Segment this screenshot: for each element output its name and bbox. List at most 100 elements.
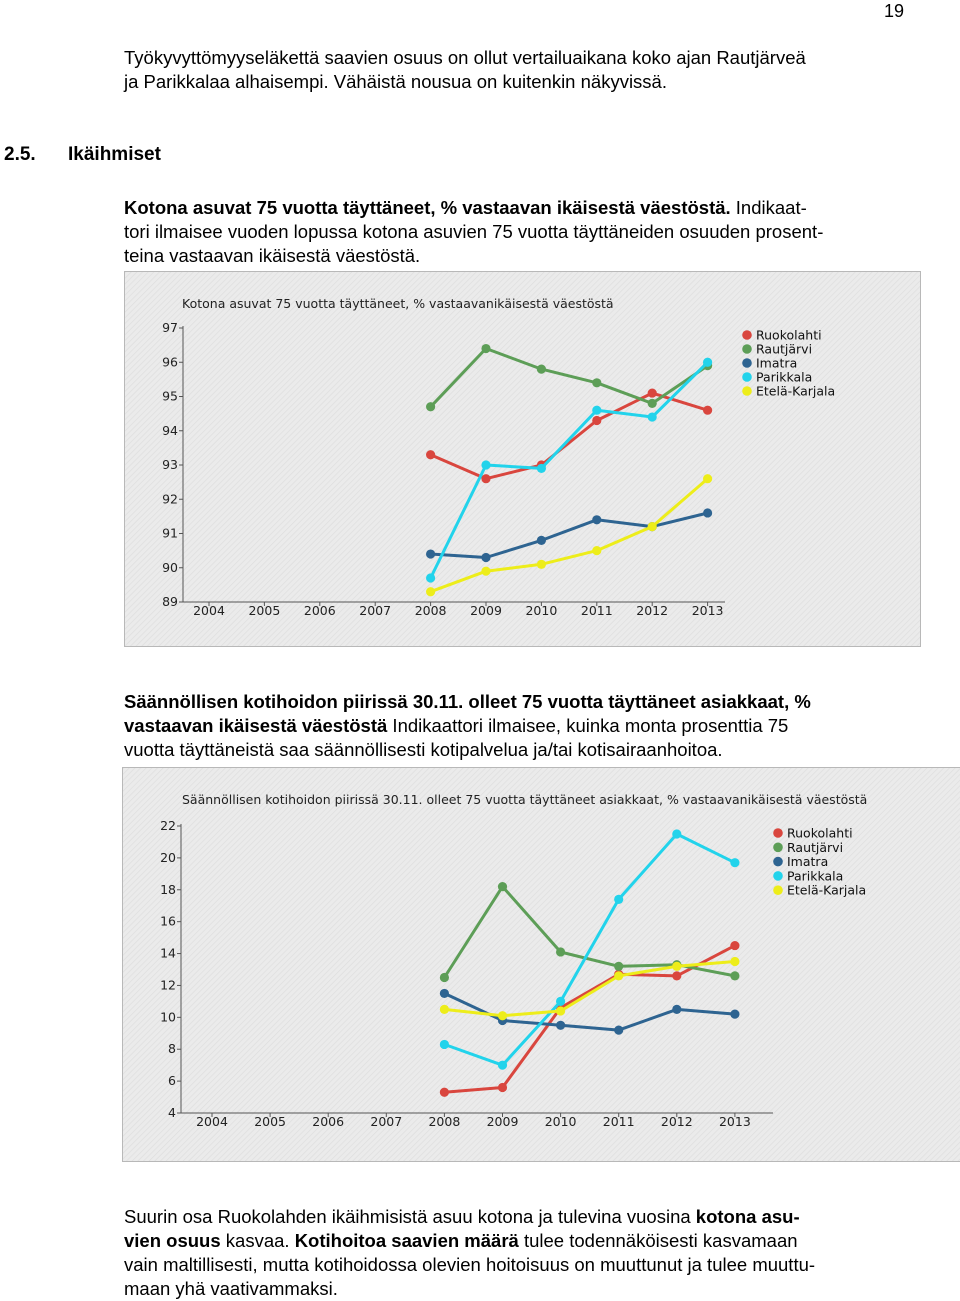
chart2-y-tick-label: 12 xyxy=(160,977,176,992)
chart2-series-point-2 xyxy=(614,1025,624,1035)
chart1-series-point-0 xyxy=(703,405,713,415)
chart1-background xyxy=(125,272,920,646)
chart1-series-point-0 xyxy=(481,474,491,484)
chart2-series-point-2 xyxy=(672,1004,682,1014)
chart-home-living: Kotona asuvat 75 vuotta täyttäneet, % va… xyxy=(124,271,921,647)
chart1-y-tick-label: 95 xyxy=(162,389,178,404)
chart2-y-tick-label: 14 xyxy=(160,946,176,961)
chart2-legend-label-1: Rautjärvi xyxy=(787,840,843,855)
chart2-series-point-0 xyxy=(672,971,682,981)
chart1-series-point-0 xyxy=(426,450,436,460)
chart2-series-line-4 xyxy=(444,960,736,1018)
chart1-y-tick-label: 93 xyxy=(162,457,178,472)
chart2-legend-marker-1 xyxy=(773,842,783,853)
chart2-y-tick-label: 22 xyxy=(160,818,176,833)
chart2-x-tick-label: 2011 xyxy=(603,1114,635,1129)
chart1-series-line-1 xyxy=(429,347,709,408)
chart1-series-point-4 xyxy=(703,474,713,484)
chart2-series-point-4 xyxy=(730,956,740,967)
chart1-y-tick-label: 92 xyxy=(162,491,178,506)
chart1-y-tick-label: 90 xyxy=(162,560,178,575)
chart2-legend-marker-0 xyxy=(773,828,783,838)
chart2-x-tick-label: 2008 xyxy=(428,1114,460,1129)
final-l2-c: Kotihoitoa saavien määrä xyxy=(294,1230,519,1251)
chart1-legend-label-2: Imatra xyxy=(756,356,797,371)
final-l1-b: kotona asu- xyxy=(695,1206,800,1227)
chart2-series-line-0 xyxy=(444,944,736,1094)
chart2-series-point-3 xyxy=(439,1039,449,1050)
chart2-series-point-1 xyxy=(497,881,508,892)
chart1-series-line-3 xyxy=(429,361,709,579)
final-l2-a: vien osuus xyxy=(124,1230,221,1251)
chart1-y-tick-label: 96 xyxy=(162,354,178,369)
chart1-series-point-0 xyxy=(647,388,657,398)
chart1-x-tick-label: 2012 xyxy=(636,603,668,618)
chart2-y-tick-label: 6 xyxy=(168,1073,176,1088)
chart2-x-tick-label: 2005 xyxy=(254,1114,286,1129)
chart2-background xyxy=(123,768,960,1161)
chart1-series-point-3 xyxy=(481,460,491,470)
chart1-y-tick-label: 89 xyxy=(162,594,178,609)
chart2-y-tick-label: 8 xyxy=(168,1041,176,1056)
chart2-series-point-1 xyxy=(439,972,449,983)
chart1-series-point-2 xyxy=(703,508,713,518)
chart2-series-point-3 xyxy=(730,858,740,868)
chart1-legend-label-3: Parikkala xyxy=(756,370,812,385)
section-heading: 2.5. Ikäihmiset xyxy=(0,144,960,168)
chart1-series-point-0 xyxy=(592,415,602,426)
intro-line-1: Työkyvyttömyyseläkettä saavien osuus on … xyxy=(124,47,806,68)
chart1-legend-marker-0 xyxy=(742,330,752,340)
chart1-series-point-1 xyxy=(592,378,602,388)
chart1-series-point-1 xyxy=(647,398,657,408)
chart2-x-tick-label: 2004 xyxy=(196,1114,228,1129)
chart1-series-point-3 xyxy=(426,573,436,583)
chart1-series-point-1 xyxy=(536,364,546,374)
chart2-series-point-2 xyxy=(439,988,449,999)
chart2-series-point-4 xyxy=(556,1006,566,1016)
section-title: Ikäihmiset xyxy=(68,144,161,165)
final-paragraph: Suurin osa Ruokolahden ikäihmisistä asuu… xyxy=(124,1205,904,1301)
chart1-series-point-2 xyxy=(426,549,436,559)
page-number: 19 xyxy=(884,1,905,21)
chart2-y-tick-label: 16 xyxy=(160,914,176,929)
chart1-series-point-4 xyxy=(426,587,436,597)
chart2-series-point-3 xyxy=(614,894,624,904)
chart1-legend-marker-1 xyxy=(742,344,752,354)
chart1-legend-marker-3 xyxy=(742,372,752,382)
final-l4: maan yhä vaativammaksi. xyxy=(124,1278,338,1299)
indicator2-line2-rest: Indikaattori ilmaisee, kuinka monta pros… xyxy=(387,715,789,736)
indicator2-line-3: vuotta täyttäneistä saa säännöllisesti k… xyxy=(124,739,723,760)
chart2-series-point-3 xyxy=(556,996,566,1006)
final-l1-a: Suurin osa Ruokolahden ikäihmisistä asuu… xyxy=(124,1206,696,1227)
chart2-series-point-4 xyxy=(497,1011,508,1021)
chart2-y-tick-label: 4 xyxy=(168,1105,176,1120)
chart2-legend-label-4: Etelä-Karjala xyxy=(787,883,866,898)
chart1-series-line-2 xyxy=(430,511,708,559)
indicator2-title-line-1: Säännöllisen kotihoidon piirissä 30.11. … xyxy=(124,691,811,712)
chart2-series-point-0 xyxy=(730,940,740,951)
chart1-legend-label-1: Rautjärvi xyxy=(756,342,812,357)
chart-home-care-svg: Säännöllisen kotihoidon piirissä 30.11. … xyxy=(123,768,960,1161)
chart1-legend-label-4: Etelä-Karjala xyxy=(756,384,835,399)
chart2-x-tick-label: 2013 xyxy=(719,1114,751,1129)
section-number: 2.5. xyxy=(4,144,36,165)
chart2-series-point-4 xyxy=(614,971,624,981)
chart1-legend-label-0: Ruokolahti xyxy=(756,328,822,343)
chart2-title: Säännöllisen kotihoidon piirissä 30.11. … xyxy=(182,792,867,807)
indicator1-description: Kotona asuvat 75 vuotta täyttäneet, % va… xyxy=(124,196,904,268)
intro-line-2: ja Parikkalaa alhaisempi. Vähäistä nousu… xyxy=(124,71,667,92)
chart1-x-tick-label: 2004 xyxy=(193,603,225,618)
chart1-x-tick-label: 2005 xyxy=(248,603,280,618)
chart2-y-tick-label: 10 xyxy=(160,1009,176,1024)
chart2-series-point-1 xyxy=(730,971,740,981)
final-l2-b: kasvaa. xyxy=(220,1230,295,1251)
chart1-x-tick-label: 2009 xyxy=(470,603,502,618)
chart-home-care: Säännöllisen kotihoidon piirissä 30.11. … xyxy=(122,767,960,1162)
chart2-series-point-1 xyxy=(614,961,624,971)
indicator2-title-line-2: vastaavan ikäisestä väestöstä xyxy=(124,715,388,736)
chart2-series-point-4 xyxy=(439,1004,449,1014)
chart2-series-point-1 xyxy=(556,947,566,957)
chart1-x-tick-label: 2011 xyxy=(581,603,613,618)
intro-paragraph: Työkyvyttömyyseläkettä saavien osuus on … xyxy=(124,46,904,94)
indicator1-title: Kotona asuvat 75 vuotta täyttäneet, % va… xyxy=(124,197,731,218)
